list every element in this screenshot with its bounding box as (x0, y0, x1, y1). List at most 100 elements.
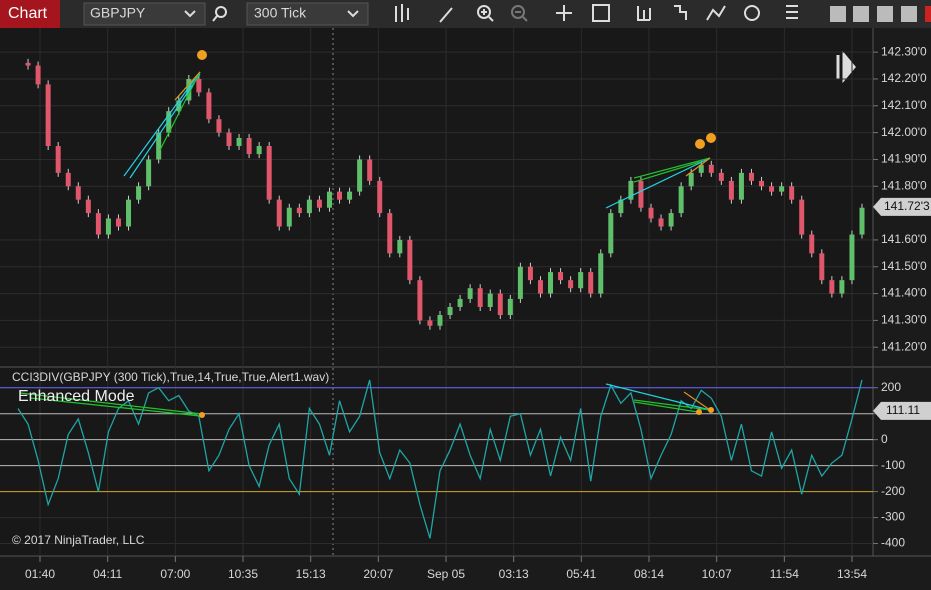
candle (638, 180, 644, 208)
candle (477, 288, 483, 307)
candle (829, 280, 835, 294)
chart-tab[interactable] (0, 0, 60, 28)
candle (387, 213, 393, 254)
candle (497, 293, 503, 316)
candle (417, 280, 423, 321)
instrument-label: GBPJPY (90, 5, 146, 21)
candle (407, 239, 413, 281)
candle (437, 315, 443, 326)
candle (206, 92, 212, 120)
candle (648, 207, 654, 219)
last-price-tag (873, 197, 931, 216)
indicator-pane (0, 368, 873, 556)
candle (688, 172, 694, 187)
candle (85, 199, 91, 214)
y-tick-label: 142.10'0 (881, 98, 927, 112)
chart-tab-label: Chart (8, 5, 48, 22)
y-tick-label: 141.20'0 (881, 339, 927, 353)
divergence-dots (197, 50, 716, 418)
candle (357, 159, 363, 192)
candle (226, 132, 232, 147)
candle (156, 132, 162, 160)
candle (146, 159, 152, 187)
time-label: 03:13 (499, 567, 529, 581)
candle (668, 213, 674, 227)
window-buttons[interactable] (830, 6, 931, 22)
candle (166, 111, 172, 133)
y-tick-label: -300 (881, 510, 905, 524)
y-tick-label: 141.90'0 (881, 152, 927, 166)
candle (527, 266, 533, 281)
copyright: © 2017 NinjaTrader, LLC (12, 533, 145, 547)
time-label: Sep 05 (427, 567, 465, 581)
candle (115, 218, 121, 227)
candle (377, 180, 383, 214)
candle (337, 191, 343, 200)
candle (507, 298, 513, 316)
y-tick-label: 141.40'0 (881, 286, 927, 300)
y-tick-label: 0 (881, 432, 888, 446)
candle (296, 207, 302, 214)
last-value-tag (873, 401, 931, 420)
candle (658, 218, 664, 227)
interval-select[interactable] (246, 2, 369, 26)
time-label: 15:13 (296, 567, 326, 581)
time-label: 20:07 (363, 567, 393, 581)
candle (45, 84, 51, 147)
time-label: 01:40 (25, 567, 55, 581)
candle (799, 199, 805, 235)
candle (608, 213, 614, 254)
y-tick-label: 200 (881, 380, 901, 394)
y-tick-label: 142.30'0 (881, 44, 927, 58)
candle (326, 191, 332, 208)
interval-label: 300 Tick (254, 5, 307, 21)
toolbar-icons[interactable] (395, 4, 798, 23)
y-tick-label: 141.50'0 (881, 259, 927, 273)
grid (0, 28, 873, 556)
candle (588, 272, 594, 294)
candle (256, 146, 262, 155)
candle (65, 172, 71, 187)
candle (789, 186, 795, 200)
candle (728, 180, 734, 200)
y-tick-label: 141.80'0 (881, 178, 927, 192)
y-tick-label: -400 (881, 536, 905, 550)
last-price-label: 141.72'3 (884, 199, 930, 213)
candle (568, 280, 574, 289)
candle (517, 266, 523, 299)
candle (578, 272, 584, 289)
y-tick-label: -200 (881, 484, 905, 498)
time-label: 10:35 (228, 567, 258, 581)
candle (286, 207, 292, 227)
time-label: 05:41 (566, 567, 596, 581)
instrument-select[interactable] (83, 2, 206, 26)
candle (447, 306, 453, 316)
candle (859, 207, 865, 235)
candle (738, 172, 744, 200)
y-tick-label: 142.00'0 (881, 125, 927, 139)
candle (347, 191, 353, 200)
cci-line (17, 379, 863, 539)
dropdown-arrow (347, 10, 359, 18)
divergence-lines (19, 71, 711, 417)
candle (849, 234, 855, 281)
candle (558, 272, 564, 281)
time-label: 07:00 (160, 567, 190, 581)
candle (748, 172, 754, 181)
candle (467, 288, 473, 299)
scroll-to-end[interactable] (836, 50, 856, 84)
candle (759, 180, 765, 187)
indicator-title: CCI3DIV(GBPJPY (300 Tick),True,14,True,T… (12, 370, 329, 384)
candle (427, 320, 433, 326)
candle (698, 164, 704, 173)
search-icon[interactable] (215, 6, 227, 18)
price-pane (0, 28, 873, 366)
candle (95, 213, 101, 235)
dropdown-arrow (184, 10, 196, 18)
candle (537, 280, 543, 294)
candle (367, 159, 373, 181)
time-label: 10:07 (702, 567, 732, 581)
y-tick-label: 141.60'0 (881, 232, 927, 246)
candle (809, 234, 815, 254)
